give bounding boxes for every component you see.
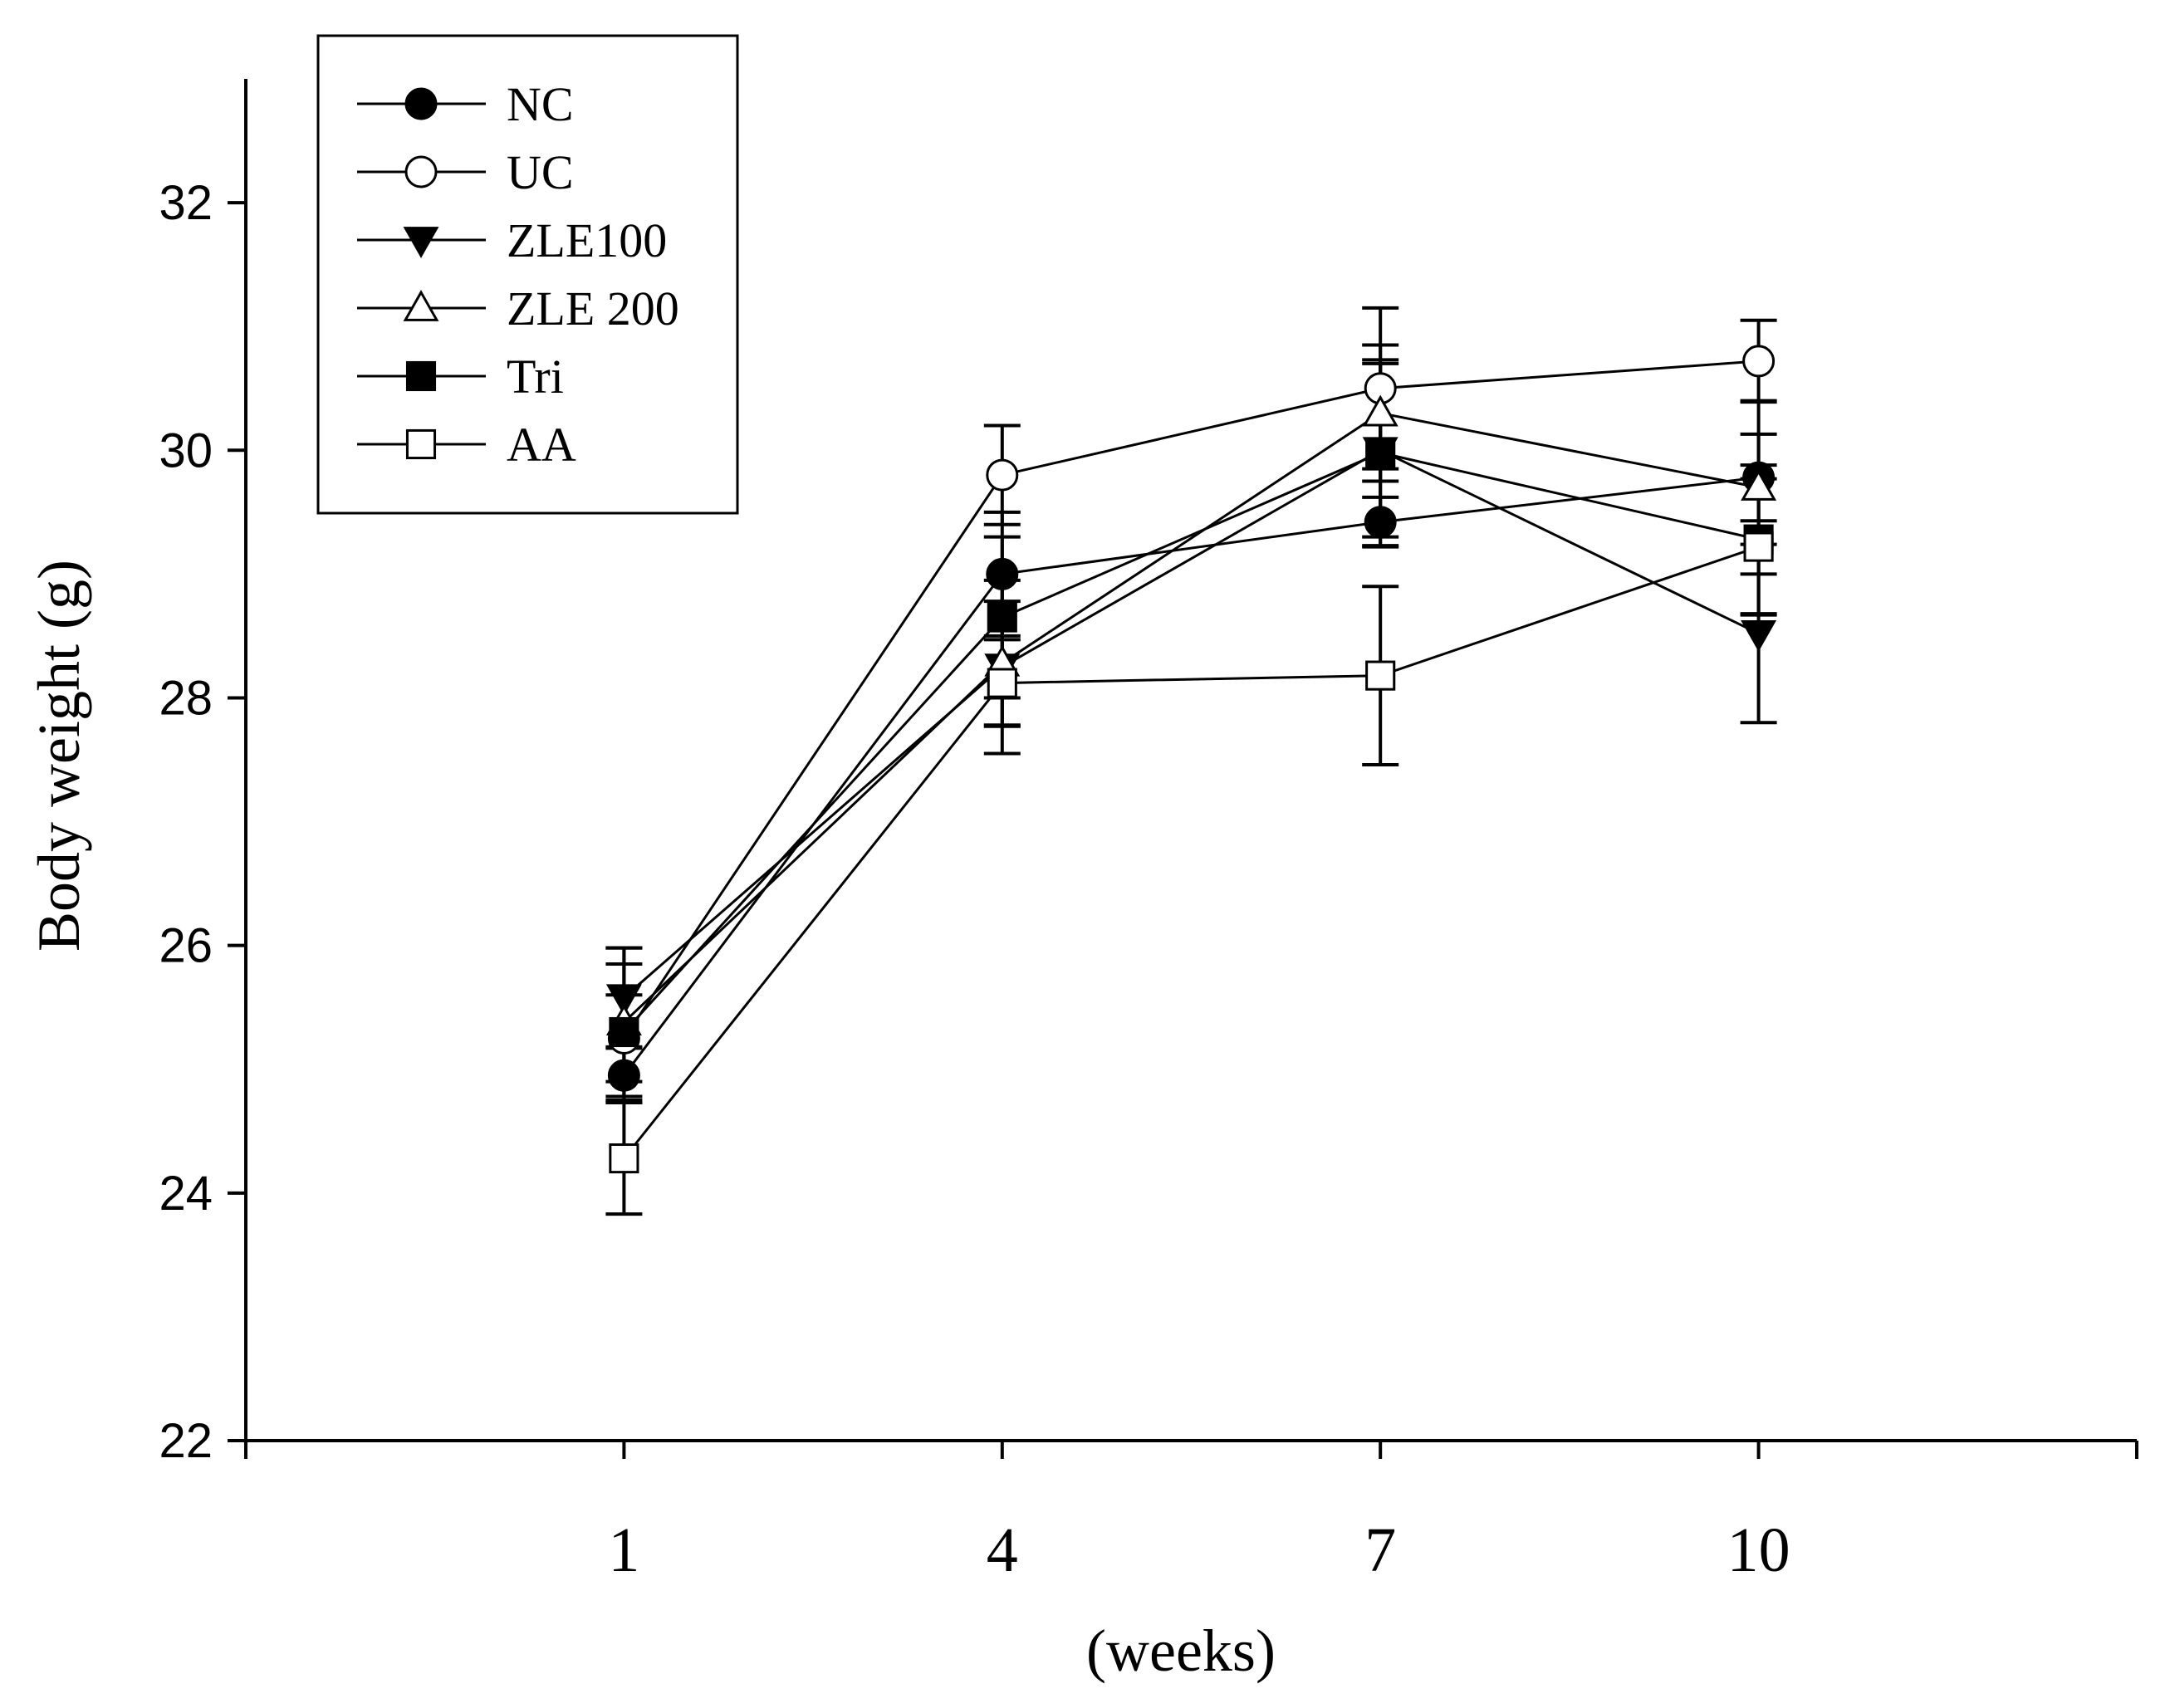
point-nc	[1364, 506, 1397, 539]
point-aa	[1365, 660, 1396, 691]
legend-item: NC	[357, 77, 574, 131]
legend-label: ZLE100	[507, 213, 667, 267]
point-uc	[1742, 345, 1776, 378]
point-zle200	[1362, 394, 1398, 427]
legend-marker	[403, 227, 439, 258]
y-tick-label: 22	[159, 1414, 213, 1468]
x-ticks: 1 4 7 10	[244, 1441, 2138, 1585]
point-aa	[609, 1143, 639, 1174]
point-zle200	[1741, 469, 1777, 501]
series-line-tri	[623, 451, 1759, 1034]
legend-item: AA	[357, 418, 576, 472]
y-tick-label: 28	[159, 671, 213, 725]
x-tick-label: 10	[1727, 1515, 1790, 1585]
x-axis-title: (weeks)	[1086, 1617, 1276, 1684]
point-nc	[607, 1059, 640, 1092]
legend-marker	[405, 428, 437, 460]
point-zle100	[605, 984, 642, 1016]
legend-marker	[405, 360, 437, 392]
y-tick-label: 30	[159, 423, 213, 477]
series-line-uc	[623, 360, 1759, 1040]
legend: NC UC ZLE100 ZLE 200 Tri AA	[316, 34, 739, 515]
legend-item: ZLE 200	[357, 281, 679, 335]
y-tick-label: 26	[159, 919, 213, 973]
legend-marker	[403, 290, 439, 321]
x-tick-label: 7	[1364, 1515, 1396, 1585]
legend-marker	[404, 155, 438, 188]
series-markers	[605, 345, 1777, 1174]
series-line-zle200	[623, 411, 1759, 1024]
series-layer	[605, 306, 1777, 1216]
y-ticks: 22 24 26 28 30 32	[159, 176, 246, 1468]
legend-label: Tri	[507, 350, 564, 404]
point-tri	[609, 1016, 639, 1048]
legend-item: UC	[357, 145, 574, 199]
point-zle100	[1741, 620, 1777, 652]
legend-label: NC	[507, 77, 574, 131]
y-tick-label: 24	[159, 1167, 213, 1221]
series-lines	[623, 360, 1760, 1160]
x-tick-label: 1	[608, 1515, 639, 1585]
legend-item: Tri	[357, 350, 564, 404]
point-tri	[987, 602, 1017, 633]
y-axis-title: Body weight (g)	[26, 560, 92, 952]
legend-item: ZLE100	[357, 213, 667, 267]
legend-label: AA	[507, 418, 576, 472]
legend-box	[316, 34, 739, 515]
point-tri	[1365, 438, 1396, 468]
y-tick-label: 32	[159, 176, 213, 230]
series-line-aa	[623, 546, 1760, 1160]
axes	[244, 79, 2137, 1442]
legend-label: UC	[507, 145, 574, 199]
point-aa	[987, 668, 1017, 698]
point-uc	[986, 458, 1019, 492]
point-nc	[986, 557, 1019, 590]
series-line-zle100	[623, 448, 1760, 999]
x-tick-label: 4	[987, 1515, 1018, 1585]
legend-label: ZLE 200	[507, 281, 679, 335]
legend-marker	[404, 87, 438, 120]
point-aa	[1743, 531, 1774, 562]
